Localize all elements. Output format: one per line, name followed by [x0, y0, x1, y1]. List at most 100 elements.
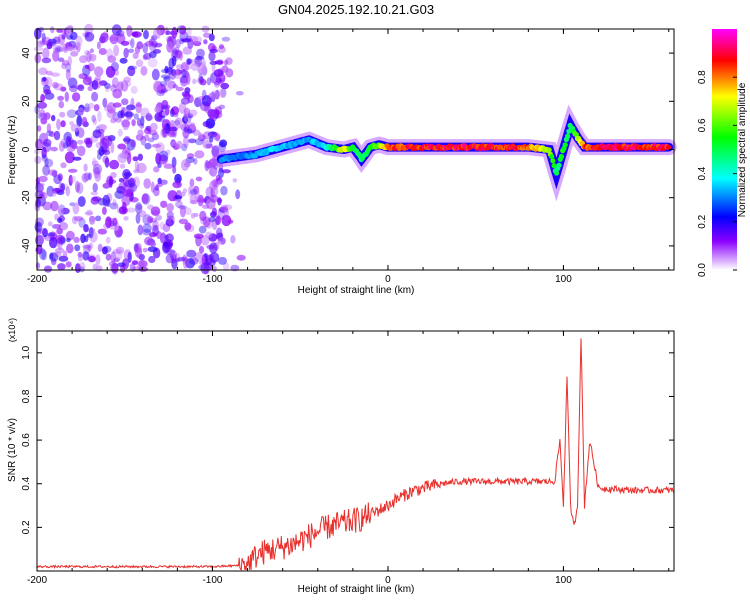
noise-blob — [104, 157, 110, 168]
noise-blob — [69, 85, 78, 93]
noise-blob — [192, 78, 197, 85]
noise-blob — [187, 123, 197, 134]
noise-blob — [89, 215, 96, 225]
noise-blob — [142, 228, 152, 236]
noise-blob — [203, 261, 211, 266]
noise-blob — [230, 235, 236, 244]
noise-blob — [205, 143, 214, 149]
noise-blob — [42, 138, 52, 147]
noise-blob — [156, 89, 166, 97]
noise-blob — [127, 65, 138, 70]
noise-blob — [223, 204, 233, 211]
noise-blob — [66, 243, 74, 254]
noise-blob — [124, 111, 134, 118]
noise-blob — [171, 26, 178, 39]
noise-blob — [97, 110, 102, 122]
noise-blob — [140, 135, 147, 146]
noise-blob — [171, 48, 179, 59]
noise-blob — [41, 57, 52, 64]
noise-blob — [39, 228, 48, 235]
noise-blob — [109, 34, 119, 45]
noise-blob — [43, 265, 53, 273]
noise-blob — [76, 115, 83, 127]
noise-blob — [220, 185, 228, 196]
noise-blob — [179, 205, 186, 218]
noise-blob — [183, 126, 189, 133]
noise-blob — [71, 145, 79, 150]
noise-blob — [195, 176, 203, 182]
noise-blob — [83, 163, 88, 172]
noise-blob — [166, 36, 172, 43]
noise-blob — [68, 174, 73, 186]
noise-blob — [148, 255, 156, 264]
noise-blob — [117, 110, 123, 119]
noise-blob — [209, 180, 218, 191]
noise-blob — [34, 155, 42, 164]
snr-series-line — [36, 338, 675, 572]
noise-blob — [142, 223, 152, 233]
noise-blob — [37, 125, 42, 132]
noise-blob — [74, 263, 81, 274]
noise-blob — [187, 185, 194, 198]
noise-blob — [213, 133, 221, 141]
noise-blob — [35, 138, 43, 151]
noise-blob — [97, 124, 107, 129]
noise-blob — [186, 122, 196, 127]
noise-blob — [113, 257, 120, 263]
noise-blob — [215, 174, 221, 182]
x-tick-label: 0 — [385, 274, 391, 285]
noise-blob — [52, 224, 61, 229]
noise-blob — [69, 175, 77, 183]
noise-blob — [175, 38, 181, 49]
noise-blob — [74, 180, 80, 193]
ridge-point — [558, 153, 565, 160]
noise-blob — [76, 145, 86, 157]
noise-blob — [140, 66, 148, 76]
noise-blob — [53, 130, 61, 141]
noise-blob — [212, 207, 217, 216]
noise-blob — [192, 40, 202, 47]
noise-blob — [166, 249, 176, 255]
noise-blob — [34, 221, 43, 233]
noise-blob — [44, 158, 54, 168]
noise-blob — [65, 135, 71, 148]
noise-blob — [49, 252, 59, 262]
noise-blob — [181, 159, 189, 172]
noise-blob — [112, 249, 122, 254]
noise-blob — [86, 209, 93, 216]
noise-blob — [134, 45, 141, 54]
noise-blob — [77, 196, 86, 207]
noise-blob — [171, 106, 180, 115]
noise-blob — [168, 131, 176, 138]
noise-blob — [144, 128, 152, 135]
noise-blob — [163, 163, 174, 169]
noise-blob — [138, 266, 149, 272]
ridge-point — [665, 144, 672, 150]
ridge-point — [554, 170, 560, 176]
noise-blob — [102, 206, 107, 215]
noise-blob — [42, 164, 50, 176]
noise-blob — [209, 242, 218, 254]
noise-blob — [165, 107, 170, 116]
noise-blob — [97, 198, 108, 206]
colorbar-tick-label: 0.8 — [697, 70, 708, 84]
noise-blob — [42, 228, 48, 238]
noise-blob — [84, 32, 95, 42]
noise-blob — [172, 165, 177, 174]
noise-blob — [168, 126, 178, 132]
noise-blob — [81, 116, 88, 127]
noise-blob — [121, 98, 129, 106]
noise-blob — [94, 66, 104, 77]
noise-blob — [57, 173, 63, 182]
noise-blob — [142, 55, 148, 61]
noise-blob — [130, 139, 137, 148]
noise-blob — [39, 109, 46, 118]
noise-blob — [232, 178, 238, 183]
noise-blob — [135, 103, 142, 108]
noise-blob — [140, 116, 145, 127]
noise-blob — [182, 46, 193, 55]
noise-blob — [59, 111, 66, 118]
noise-blob — [130, 97, 135, 110]
noise-blob — [99, 36, 106, 44]
noise-blob — [41, 146, 47, 159]
